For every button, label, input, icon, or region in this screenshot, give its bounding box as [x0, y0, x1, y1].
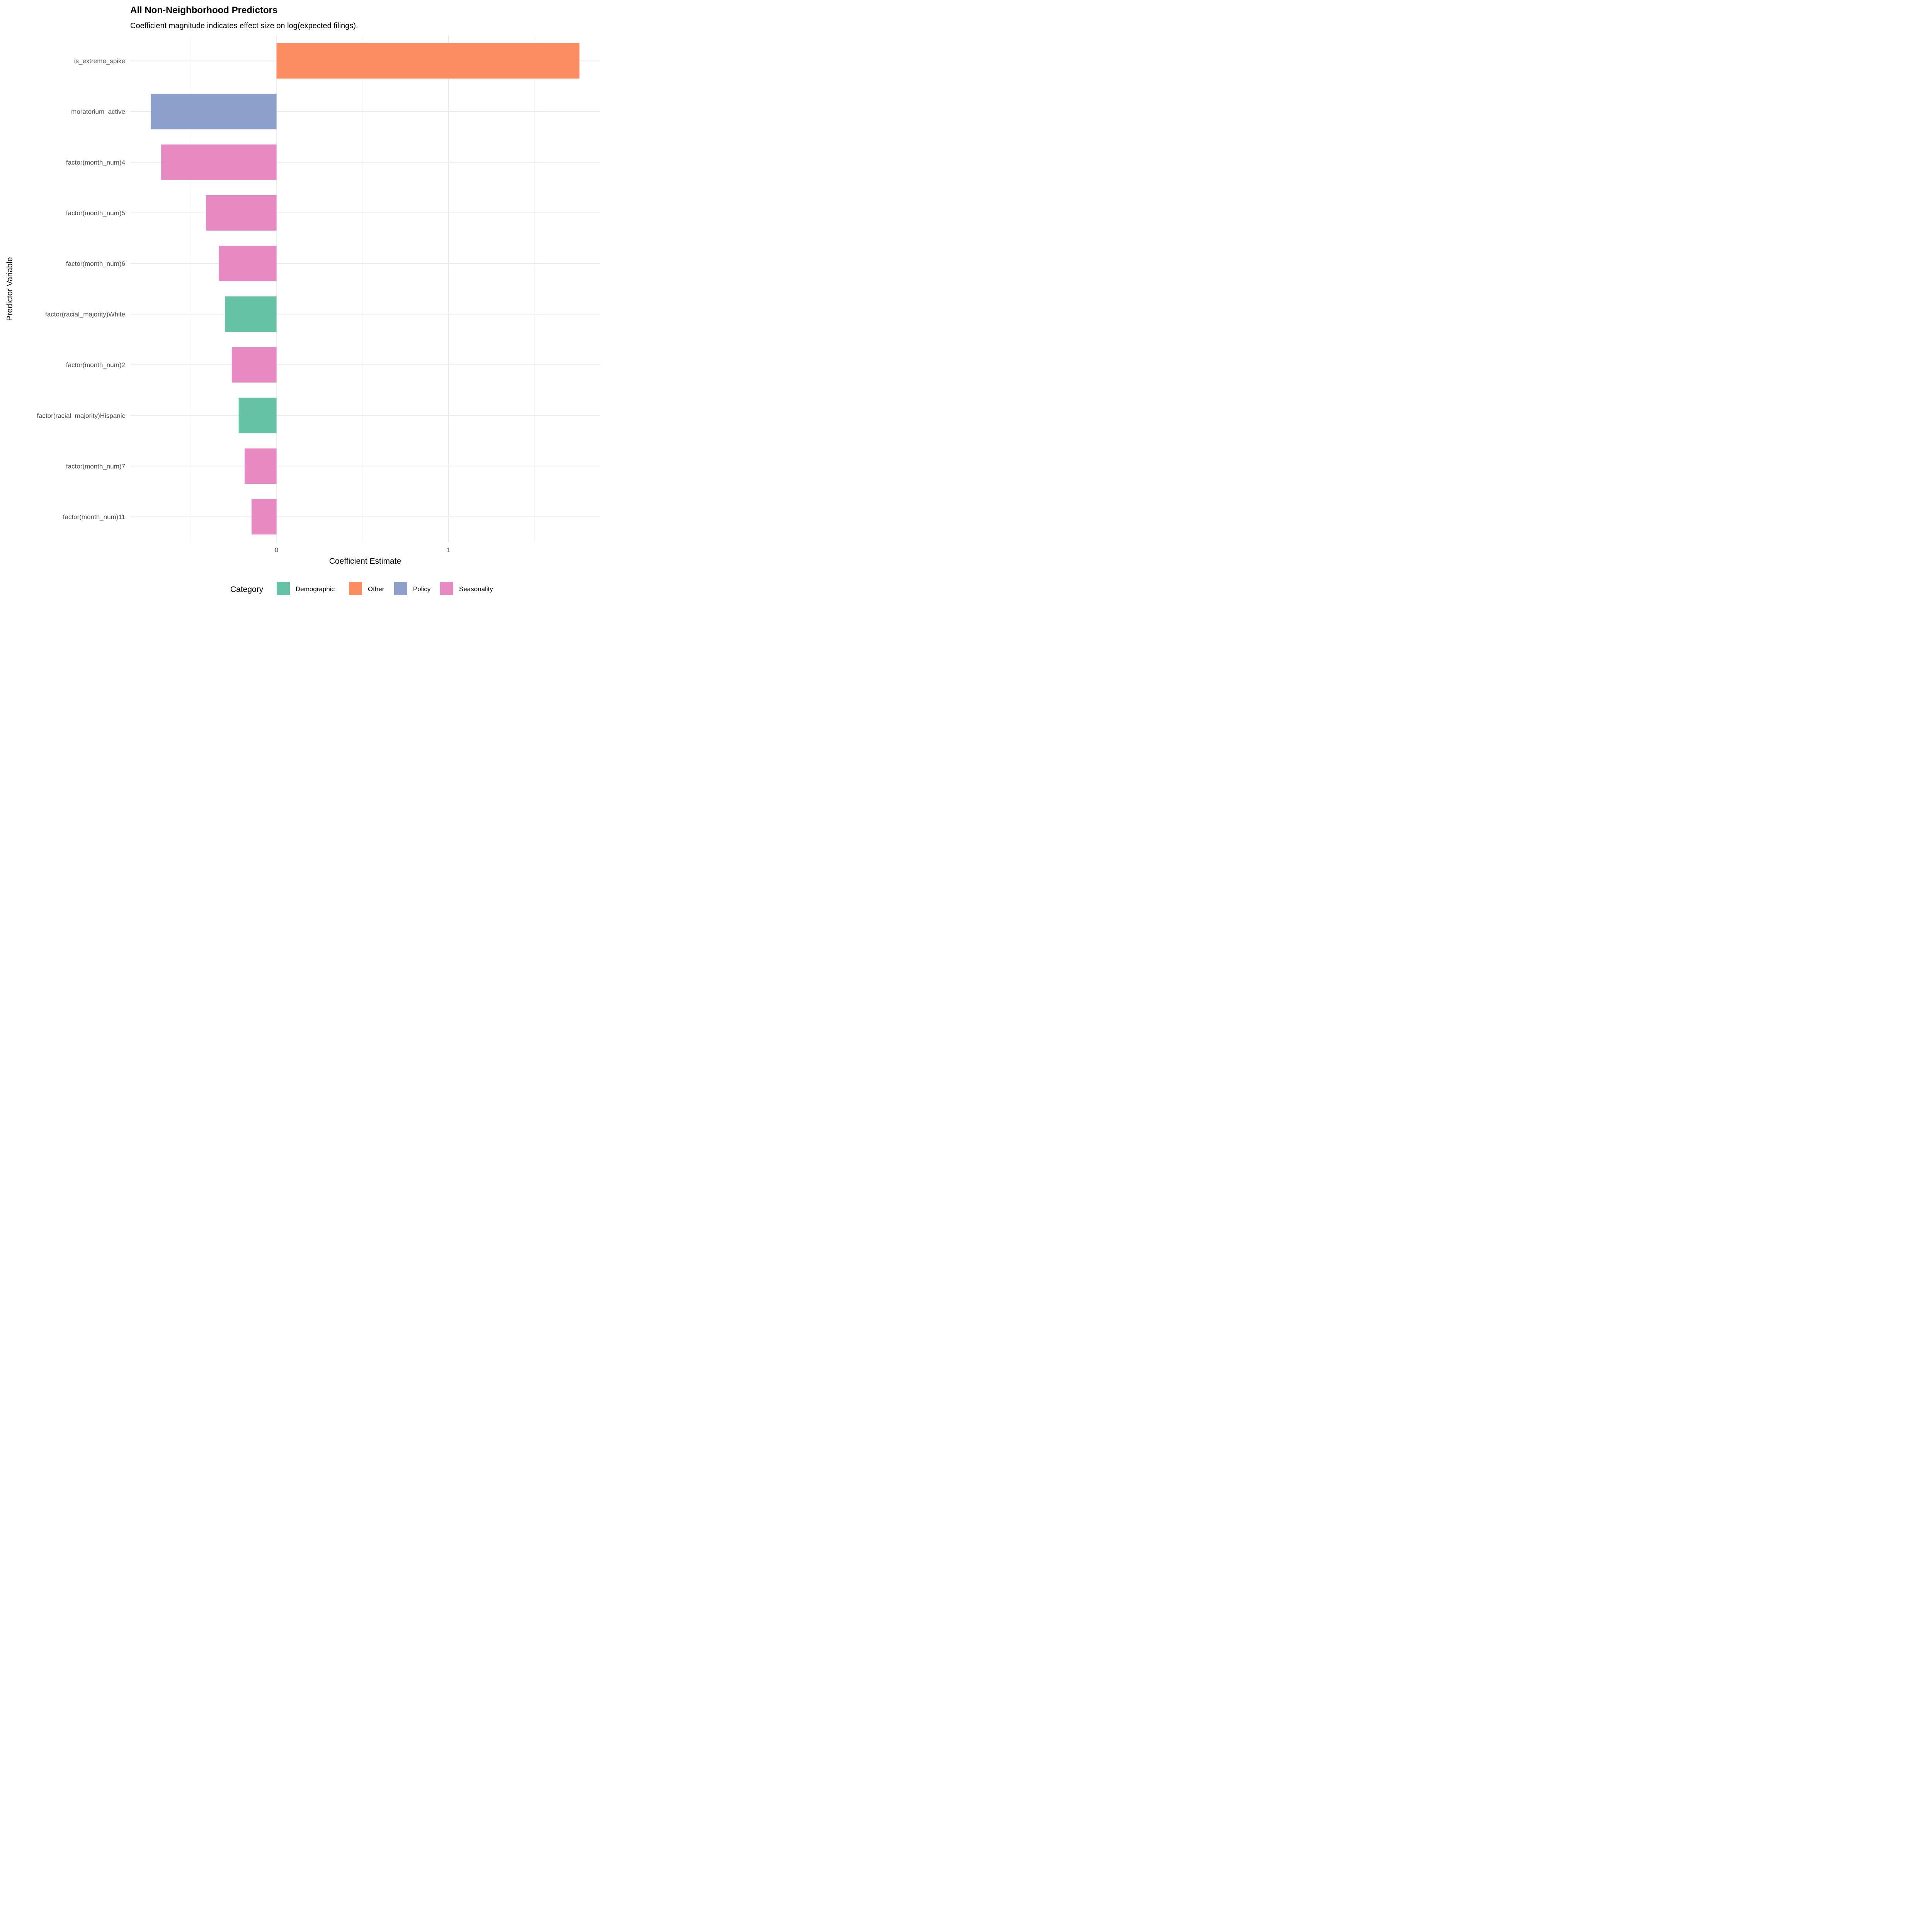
y-tick-label: factor(month_num)2 — [66, 361, 125, 369]
legend-label: Other — [368, 585, 384, 593]
bar-factor(racial_majority)White — [224, 296, 277, 332]
bar-factor(month_num)2 — [231, 347, 277, 383]
bar-moratorium_active — [151, 94, 277, 129]
bar-factor(month_num)6 — [219, 246, 277, 281]
bar-factor(racial_majority)Hispanic — [238, 398, 277, 434]
y-tick-label: factor(month_num)4 — [66, 159, 125, 166]
y-tick-label: factor(month_num)5 — [66, 209, 125, 217]
y-tick-label: factor(month_num)6 — [66, 260, 125, 267]
chart-title: All Non-Neighborhood Predictors — [130, 5, 277, 15]
y-tick-label: factor(racial_majority)Hispanic — [37, 412, 125, 419]
legend-key-policy — [394, 582, 407, 595]
y-tick-label: moratorium_active — [71, 108, 125, 116]
x-tick-label: 1 — [447, 546, 450, 554]
legend-key-other — [349, 582, 362, 595]
bar-factor(month_num)7 — [245, 448, 277, 484]
legend-label: Demographic — [296, 585, 335, 593]
x-axis-title: Coefficient Estimate — [329, 557, 401, 566]
y-tick-label: factor(racial_majority)White — [45, 311, 125, 318]
x-tick-label: 0 — [275, 546, 278, 554]
y-tick-labels: is_extreme_spike moratorium_active factor(… — [37, 58, 125, 521]
y-tick-label: factor(month_num)11 — [63, 513, 125, 520]
bar-factor(month_num)5 — [206, 195, 277, 231]
bar-is_extreme_spike — [276, 43, 580, 79]
bar-factor(month_num)11 — [252, 499, 277, 535]
bar-factor(month_num)4 — [161, 144, 277, 180]
chart-subtitle: Coefficient magnitude indicates effect s… — [130, 22, 358, 30]
coefficient-bar-chart: All Non-Neighborhood Predictors Coeffici… — [5, 5, 600, 595]
legend-key-seasonality — [440, 582, 453, 595]
legend-title: Category — [230, 585, 264, 594]
bars — [151, 43, 580, 535]
legend-key-demographic — [277, 582, 290, 595]
y-tick-label: is_extreme_spike — [74, 58, 125, 65]
y-axis-title: Predictor Variable — [5, 257, 14, 321]
y-tick-label: factor(month_num)7 — [66, 463, 125, 470]
legend: Category Demographic Other Policy Seasonali… — [230, 582, 493, 595]
legend-label: Seasonality — [459, 585, 493, 593]
legend-label: Policy — [413, 585, 431, 593]
